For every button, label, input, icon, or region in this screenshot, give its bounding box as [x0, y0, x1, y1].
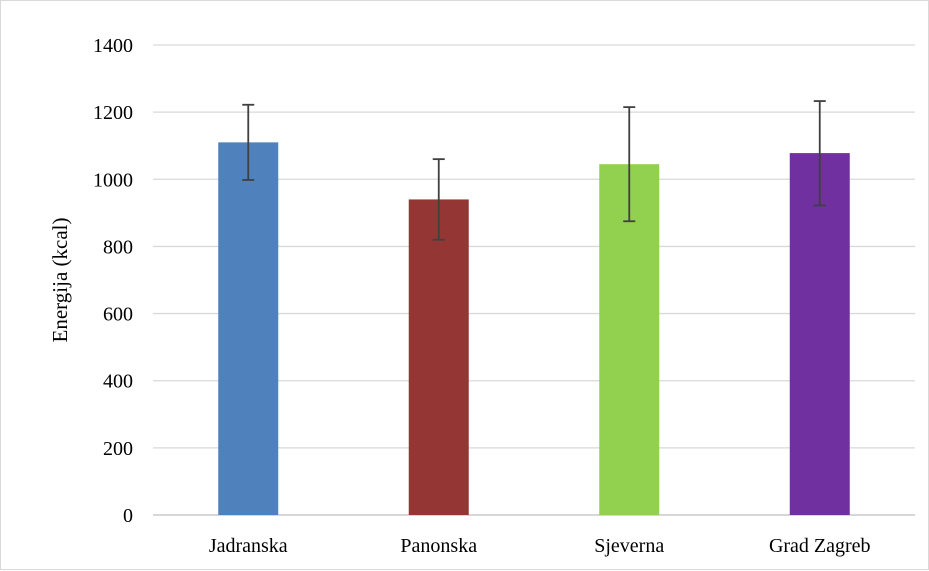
- error-bar-grad-zagreb: [813, 100, 826, 207]
- x-tick-labels: Jadranska Panonska Sjeverna Grad Zagreb: [209, 535, 871, 557]
- y-axis-title: Energija (kcal): [48, 218, 72, 343]
- error-bar-sjeverna: [623, 106, 636, 223]
- x-tick-label: Grad Zagreb: [769, 535, 871, 557]
- y-tick-label: 1000: [93, 169, 133, 191]
- y-tick-label: 1200: [93, 102, 133, 124]
- bar-grad-zagreb: [789, 153, 850, 515]
- y-tick-label: 800: [103, 236, 133, 258]
- error-bars: [242, 100, 826, 241]
- x-tick-label: Jadranska: [209, 535, 288, 557]
- y-tick-label: 0: [123, 505, 133, 527]
- error-bar-jadranska: [242, 103, 255, 181]
- bars: [218, 142, 850, 515]
- error-bar-panonska: [432, 158, 445, 241]
- x-tick-label: Sjeverna: [594, 535, 664, 557]
- y-tick-label: 400: [103, 371, 133, 393]
- bar-jadranska: [218, 142, 279, 515]
- bar-panonska: [408, 199, 469, 515]
- y-tick-label: 600: [103, 304, 133, 326]
- y-tick-labels: 0 200 400 600 800 1000 1200 1400: [93, 35, 133, 527]
- y-tick-label: 200: [103, 438, 133, 460]
- x-tick-label: Panonska: [400, 535, 477, 557]
- y-tick-label: 1400: [93, 35, 133, 57]
- gridlines: [153, 44, 915, 516]
- bar-sjeverna: [599, 164, 660, 515]
